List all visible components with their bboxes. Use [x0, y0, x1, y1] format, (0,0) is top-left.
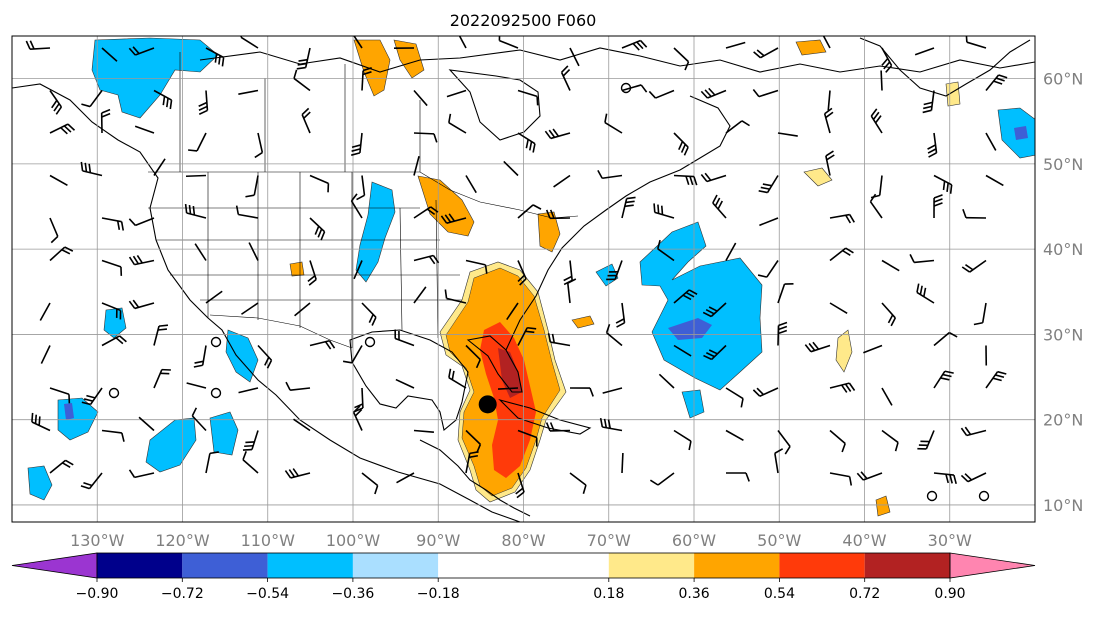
colorbar-bin	[865, 553, 950, 578]
lon-label: 100°W	[326, 531, 381, 550]
lat-label: 40°N	[1043, 240, 1083, 259]
pos-region-plains	[290, 262, 304, 276]
colorbar-tick-label: 0.36	[679, 586, 710, 602]
colorbar-tick-label: −0.90	[76, 586, 119, 602]
colorbar-tick-label: 0.54	[764, 586, 795, 602]
map-area	[12, 24, 1036, 522]
colorbar-tick-label: −0.54	[246, 586, 289, 602]
colorbar-tick-label: −0.72	[161, 586, 204, 602]
wind-barb	[498, 388, 518, 389]
lon-label: 130°W	[70, 531, 125, 550]
pos-region-greenland	[946, 82, 960, 106]
lon-label: 30°W	[928, 531, 972, 550]
latitude-labels: 10°N 20°N 30°N 40°N 50°N 60°N	[1043, 70, 1083, 515]
storm-center-marker	[479, 395, 497, 413]
lat-label: 20°N	[1043, 411, 1083, 430]
colorbar-extend-low	[12, 553, 97, 578]
colorbar-bin	[353, 553, 438, 578]
lon-label: 110°W	[241, 531, 296, 550]
longitude-labels: 130°W 120°W 110°W 100°W 90°W 80°W 70°W 60°W 50°W…	[70, 531, 972, 550]
colorbar-bin	[609, 553, 694, 578]
neg-region-greenland-core	[1014, 126, 1028, 140]
colorbar-bin	[694, 553, 779, 578]
wind-barb	[881, 71, 882, 91]
lon-label: 40°W	[842, 531, 886, 550]
colorbar-bin	[182, 553, 267, 578]
colorbar-bin	[97, 553, 182, 578]
lon-label: 80°W	[501, 531, 545, 550]
lon-label: 50°W	[757, 531, 801, 550]
wind-barb	[186, 176, 206, 177]
wind-barb	[622, 453, 623, 473]
lat-label: 50°N	[1043, 155, 1083, 174]
colorbar-tick-label: −0.36	[331, 586, 374, 602]
lon-label: 70°W	[587, 531, 631, 550]
lat-label: 60°N	[1043, 70, 1083, 89]
colorbar-tick-label: −0.18	[417, 586, 460, 602]
colorbar-bin	[268, 553, 353, 578]
colorbar-bin	[779, 553, 864, 578]
map-title: 2022092500 F060	[450, 11, 597, 30]
colorbar: −0.90 −0.72 −0.54 −0.36 −0.18 0.18 0.36 0.54 0.7…	[12, 553, 1035, 602]
lat-label: 30°N	[1043, 325, 1083, 344]
lon-label: 90°W	[416, 531, 460, 550]
colorbar-tick-label: 0.72	[849, 586, 880, 602]
lon-label: 120°W	[155, 531, 210, 550]
colorbar-tick-label: 0.18	[593, 586, 624, 602]
colorbar-tick-label: 0.90	[934, 586, 965, 602]
lon-label: 60°W	[672, 531, 716, 550]
colorbar-extend-high	[950, 553, 1035, 578]
lat-label: 10°N	[1043, 496, 1083, 515]
colorbar-bin	[438, 553, 609, 578]
